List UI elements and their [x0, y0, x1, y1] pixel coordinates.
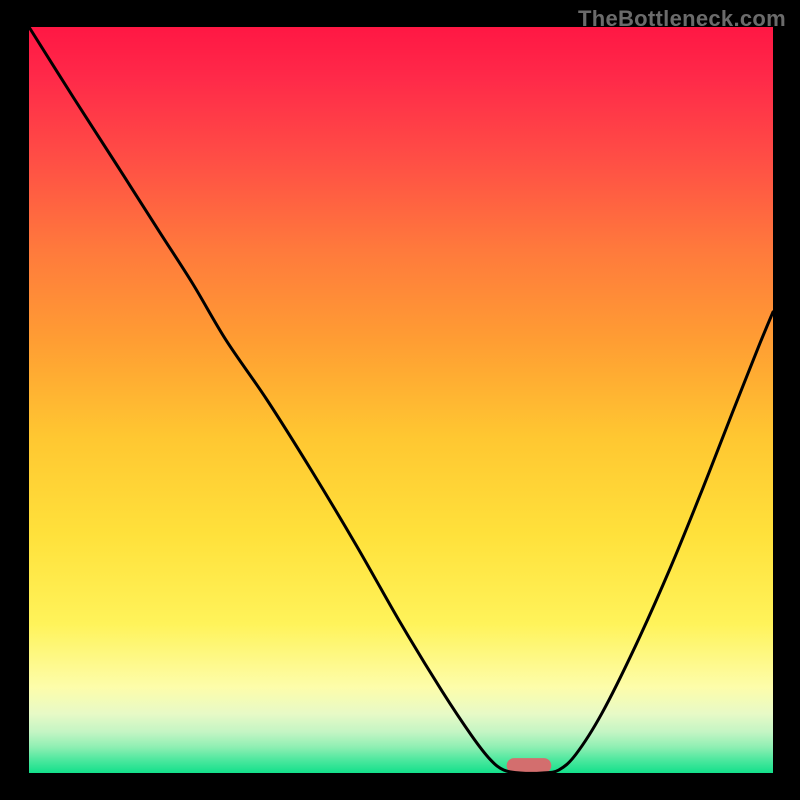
watermark-text: TheBottleneck.com: [578, 6, 786, 32]
bottleneck-chart: [0, 0, 800, 800]
optimal-range-marker: [507, 758, 552, 773]
plot-background-gradient: [29, 27, 773, 773]
